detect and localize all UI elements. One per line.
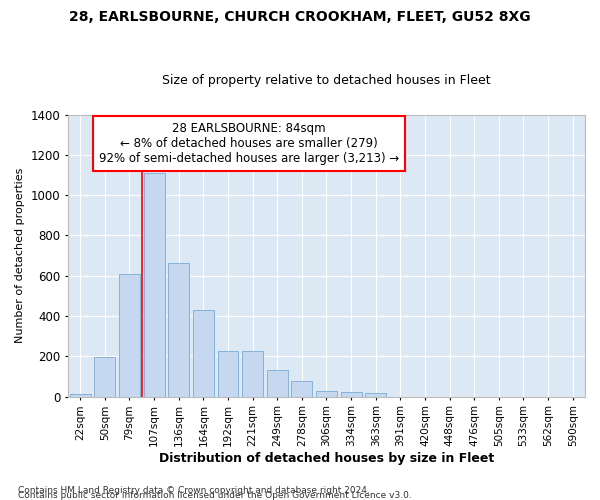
Bar: [119, 274, 140, 396]
Y-axis label: Number of detached properties: Number of detached properties: [15, 168, 25, 344]
Bar: [316, 390, 337, 396]
Bar: [94, 358, 115, 397]
Text: Contains public sector information licensed under the Open Government Licence v3: Contains public sector information licen…: [18, 491, 412, 500]
Text: 28 EARLSBOURNE: 84sqm
← 8% of detached houses are smaller (279)
92% of semi-deta: 28 EARLSBOURNE: 84sqm ← 8% of detached h…: [99, 122, 399, 164]
Bar: [292, 380, 313, 396]
Title: Size of property relative to detached houses in Fleet: Size of property relative to detached ho…: [162, 74, 491, 87]
Bar: [242, 352, 263, 397]
Bar: [267, 370, 287, 396]
Bar: [365, 392, 386, 396]
Bar: [341, 392, 362, 396]
Text: 28, EARLSBOURNE, CHURCH CROOKHAM, FLEET, GU52 8XG: 28, EARLSBOURNE, CHURCH CROOKHAM, FLEET,…: [69, 10, 531, 24]
Bar: [168, 262, 189, 396]
Bar: [193, 310, 214, 396]
Bar: [70, 394, 91, 396]
Bar: [218, 352, 238, 397]
X-axis label: Distribution of detached houses by size in Fleet: Distribution of detached houses by size …: [159, 452, 494, 465]
Text: Contains HM Land Registry data © Crown copyright and database right 2024.: Contains HM Land Registry data © Crown c…: [18, 486, 370, 495]
Bar: [143, 173, 164, 396]
